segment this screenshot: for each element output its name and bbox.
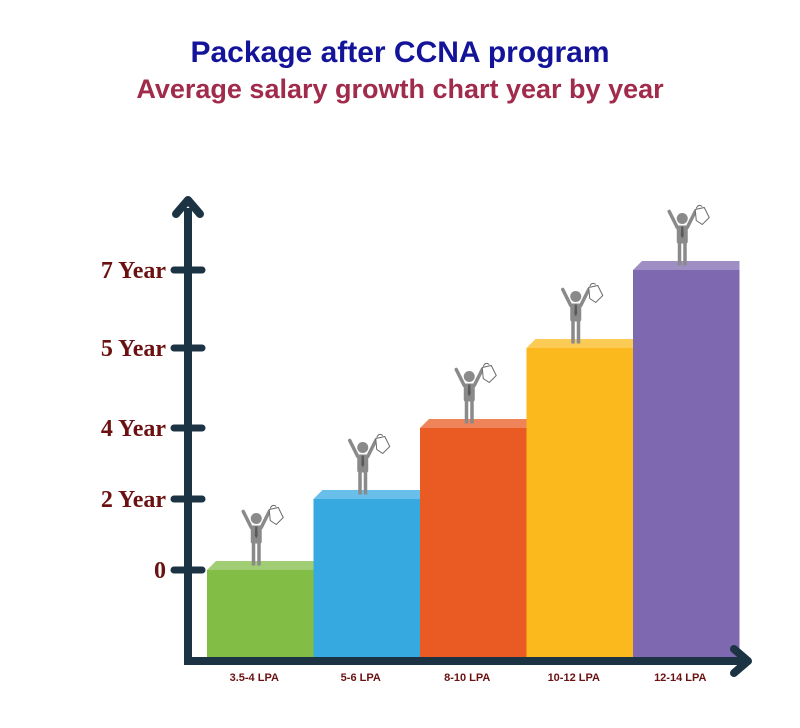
y-tick-label: 7 Year [101,258,166,284]
y-axis-arrow [172,196,204,218]
x-tick-label: 8-10 LPA [444,672,490,684]
person-with-bag-icon [561,282,604,344]
y-tick-label: 4 Year [101,416,166,442]
person-with-bag-icon [241,504,284,566]
bar-4 [633,204,740,661]
y-tick-label: 0 [154,558,166,584]
x-tick-label: 10-12 LPA [548,672,600,684]
x-tick-label: 5-6 LPA [341,672,381,684]
x-tick-label: 12-14 LPA [654,672,706,684]
person-with-bag-icon [348,433,391,495]
bar-front-face [633,270,740,661]
bars-layer [207,204,740,661]
axes-layer [170,196,752,677]
bar-1 [313,433,420,661]
person-with-bag-icon [454,362,497,424]
chart-subtitle: Average salary growth chart year by year [136,74,664,104]
x-tick-label: 3.5-4 LPA [230,672,279,684]
bar-front-face [420,428,527,661]
chart-title: Package after CCNA program [190,36,610,69]
y-tick-label: 5 Year [101,336,166,362]
bar-front-face [313,499,420,661]
bar-0 [207,504,314,661]
person-with-bag-icon [667,204,710,266]
bar-3 [526,282,633,661]
bar-front-face [207,570,314,661]
y-tick-label: 2 Year [101,487,166,513]
bar-2 [420,362,527,661]
bar-front-face [526,348,633,661]
labels-layer: 0 2 Year 4 Year 5 Year 7 Year 3.5-4 LPA 5-6 LP… [101,258,707,684]
x-axis-arrow [730,645,752,677]
